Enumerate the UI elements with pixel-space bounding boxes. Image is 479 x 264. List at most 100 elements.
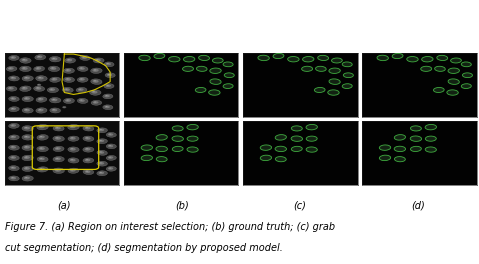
Ellipse shape [331,69,339,73]
Ellipse shape [100,162,102,163]
Ellipse shape [80,68,82,69]
Ellipse shape [82,135,95,142]
Ellipse shape [79,67,85,70]
Ellipse shape [105,63,111,65]
Ellipse shape [187,147,198,152]
Ellipse shape [379,56,387,60]
Ellipse shape [35,87,41,90]
Ellipse shape [461,62,471,67]
Ellipse shape [182,66,194,71]
Ellipse shape [226,74,233,77]
Ellipse shape [169,56,180,62]
Ellipse shape [412,127,420,130]
Ellipse shape [262,146,270,149]
Ellipse shape [62,68,76,74]
Ellipse shape [410,136,422,142]
Ellipse shape [303,67,311,70]
Ellipse shape [50,89,53,90]
Ellipse shape [143,156,151,160]
Ellipse shape [76,98,89,104]
Ellipse shape [40,158,42,159]
Ellipse shape [394,157,405,162]
Ellipse shape [187,136,198,141]
Text: (d): (d) [411,201,424,211]
Text: (b): (b) [175,201,189,211]
Ellipse shape [10,107,16,110]
Ellipse shape [448,79,459,84]
Ellipse shape [185,57,193,61]
Ellipse shape [316,66,326,71]
Ellipse shape [105,144,117,149]
Ellipse shape [107,74,112,76]
Ellipse shape [141,145,152,150]
Ellipse shape [9,87,11,88]
Ellipse shape [97,161,107,166]
Ellipse shape [317,67,325,70]
Ellipse shape [24,177,30,180]
Ellipse shape [20,66,31,72]
Ellipse shape [209,90,220,95]
Ellipse shape [308,125,316,129]
Ellipse shape [24,167,30,170]
Ellipse shape [85,137,91,140]
Ellipse shape [288,56,299,62]
Ellipse shape [91,91,98,94]
Ellipse shape [68,168,79,173]
Ellipse shape [25,146,27,147]
Ellipse shape [422,56,433,62]
Ellipse shape [86,148,88,149]
Ellipse shape [316,88,323,92]
Ellipse shape [51,57,57,60]
Ellipse shape [94,69,96,70]
Ellipse shape [75,87,88,93]
Ellipse shape [23,68,25,69]
Ellipse shape [49,97,61,103]
Ellipse shape [100,152,102,153]
Ellipse shape [464,74,471,77]
Ellipse shape [174,137,182,140]
Ellipse shape [8,176,20,181]
Ellipse shape [37,87,39,88]
Ellipse shape [23,87,25,88]
Ellipse shape [6,66,17,71]
Ellipse shape [62,98,76,104]
Ellipse shape [35,96,48,103]
Ellipse shape [9,107,19,112]
Ellipse shape [82,157,95,163]
Ellipse shape [330,91,338,95]
Ellipse shape [69,159,76,162]
Ellipse shape [450,69,458,73]
Ellipse shape [109,145,111,146]
Ellipse shape [342,84,352,88]
Ellipse shape [24,77,30,79]
Ellipse shape [20,86,31,91]
Ellipse shape [212,58,223,63]
Ellipse shape [461,84,471,88]
Ellipse shape [35,107,48,114]
Ellipse shape [156,157,167,162]
Ellipse shape [51,109,57,111]
Ellipse shape [21,125,34,132]
Ellipse shape [105,73,115,78]
Ellipse shape [277,157,285,161]
Ellipse shape [189,148,196,151]
Ellipse shape [11,98,14,99]
Ellipse shape [53,126,64,131]
Ellipse shape [48,97,62,103]
Ellipse shape [68,59,70,60]
Ellipse shape [53,136,64,142]
Ellipse shape [86,171,88,172]
Ellipse shape [9,123,19,128]
Ellipse shape [91,100,102,105]
Ellipse shape [425,124,436,130]
Ellipse shape [212,69,219,73]
Ellipse shape [33,86,46,92]
Ellipse shape [139,55,150,61]
Ellipse shape [97,150,107,155]
Ellipse shape [56,158,58,159]
Ellipse shape [394,54,401,58]
Ellipse shape [195,87,206,92]
Ellipse shape [93,58,104,63]
Ellipse shape [93,101,99,104]
Ellipse shape [90,78,103,85]
